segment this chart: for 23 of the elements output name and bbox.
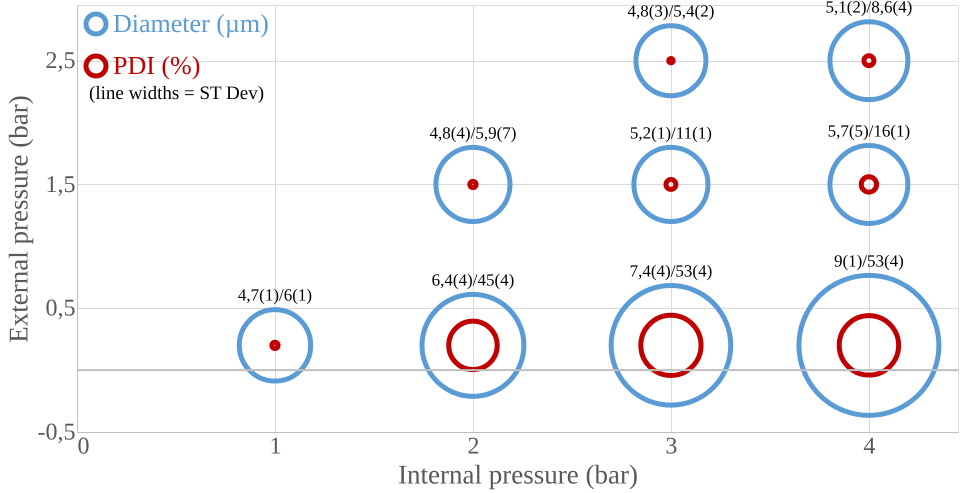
x-tick-label: 3 [665, 434, 678, 460]
y-tick-label: 0,5 [46, 296, 76, 322]
x-tick-label: 0 [78, 434, 90, 460]
y-tick-label: 1,5 [46, 172, 76, 198]
y-tick-label: -0,5 [38, 420, 76, 446]
x-tick-label: 1 [269, 434, 282, 460]
y-axis-title: External pressure (bar) [4, 95, 34, 343]
y-tick-label: 2,5 [46, 48, 76, 74]
data-label: 4,8(4)/5,9(7) [430, 123, 516, 142]
data-label: 5,7(5)/16(1) [828, 121, 910, 140]
x-tick-label: 4 [863, 434, 876, 460]
annotation: (line widths = ST Dev) [89, 83, 264, 104]
data-label: 5,2(1)/11(1) [630, 123, 712, 142]
data-label: 4,7(1)/6(1) [238, 286, 312, 305]
legend-label: PDI (%) [113, 51, 200, 80]
x-tick-label: 2 [467, 434, 480, 460]
data-label: 9(1)/53(4) [834, 251, 904, 270]
data-label: 6,4(4)/45(4) [432, 270, 514, 290]
data-label: 5,1(2)/8,6(4) [825, 0, 912, 17]
x-axis-title: Internal pressure (bar) [398, 460, 638, 490]
data-label: 7,4(4)/53(4) [630, 262, 712, 281]
data-label: 4,8(3)/5,4(2) [627, 2, 714, 21]
legend-label: Diameter (µm) [113, 9, 269, 38]
